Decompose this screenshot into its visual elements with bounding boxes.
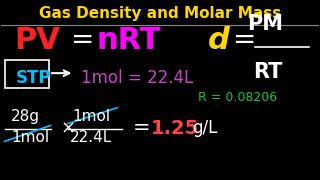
Text: 1mol = 22.4L: 1mol = 22.4L <box>81 69 193 87</box>
Text: =: = <box>233 26 256 54</box>
Text: nRT: nRT <box>97 26 161 55</box>
Text: PM: PM <box>247 14 283 34</box>
Text: 22.4L: 22.4L <box>69 130 112 145</box>
Text: Gas Density and Molar Mass: Gas Density and Molar Mass <box>39 6 281 21</box>
Text: STP: STP <box>16 69 51 87</box>
Text: 1mol: 1mol <box>73 109 111 124</box>
Text: 28g: 28g <box>11 109 40 124</box>
Text: 1.25: 1.25 <box>150 119 199 138</box>
Text: 1mol: 1mol <box>11 130 49 145</box>
Text: PV: PV <box>14 26 60 55</box>
Text: g/L: g/L <box>192 119 217 137</box>
FancyBboxPatch shape <box>4 60 49 88</box>
Text: =: = <box>133 118 151 138</box>
Text: d: d <box>208 26 229 55</box>
Text: ×: × <box>60 119 75 137</box>
Text: RT: RT <box>253 62 283 82</box>
Text: =: = <box>71 26 94 54</box>
Text: R = 0.08206: R = 0.08206 <box>198 91 277 104</box>
